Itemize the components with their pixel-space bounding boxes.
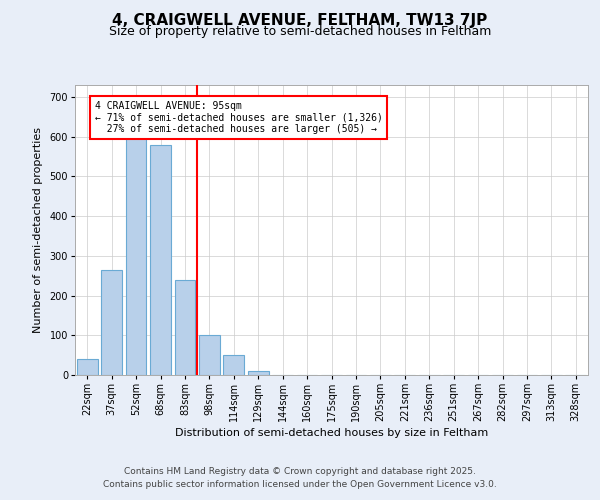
Text: Contains HM Land Registry data © Crown copyright and database right 2025.: Contains HM Land Registry data © Crown c… [124, 467, 476, 476]
Text: 4 CRAIGWELL AVENUE: 95sqm
← 71% of semi-detached houses are smaller (1,326)
  27: 4 CRAIGWELL AVENUE: 95sqm ← 71% of semi-… [95, 101, 382, 134]
Text: 4, CRAIGWELL AVENUE, FELTHAM, TW13 7JP: 4, CRAIGWELL AVENUE, FELTHAM, TW13 7JP [112, 12, 488, 28]
Text: Contains public sector information licensed under the Open Government Licence v3: Contains public sector information licen… [103, 480, 497, 489]
Bar [175, 280, 196, 375]
Bar [101, 270, 122, 375]
X-axis label: Distribution of semi-detached houses by size in Feltham: Distribution of semi-detached houses by … [175, 428, 488, 438]
Bar [223, 355, 244, 375]
Y-axis label: Number of semi-detached properties: Number of semi-detached properties [32, 127, 43, 333]
Bar [125, 128, 146, 375]
Bar [77, 359, 98, 375]
Bar [248, 371, 269, 375]
Text: Size of property relative to semi-detached houses in Feltham: Size of property relative to semi-detach… [109, 25, 491, 38]
Bar [199, 336, 220, 375]
Bar [150, 144, 171, 375]
